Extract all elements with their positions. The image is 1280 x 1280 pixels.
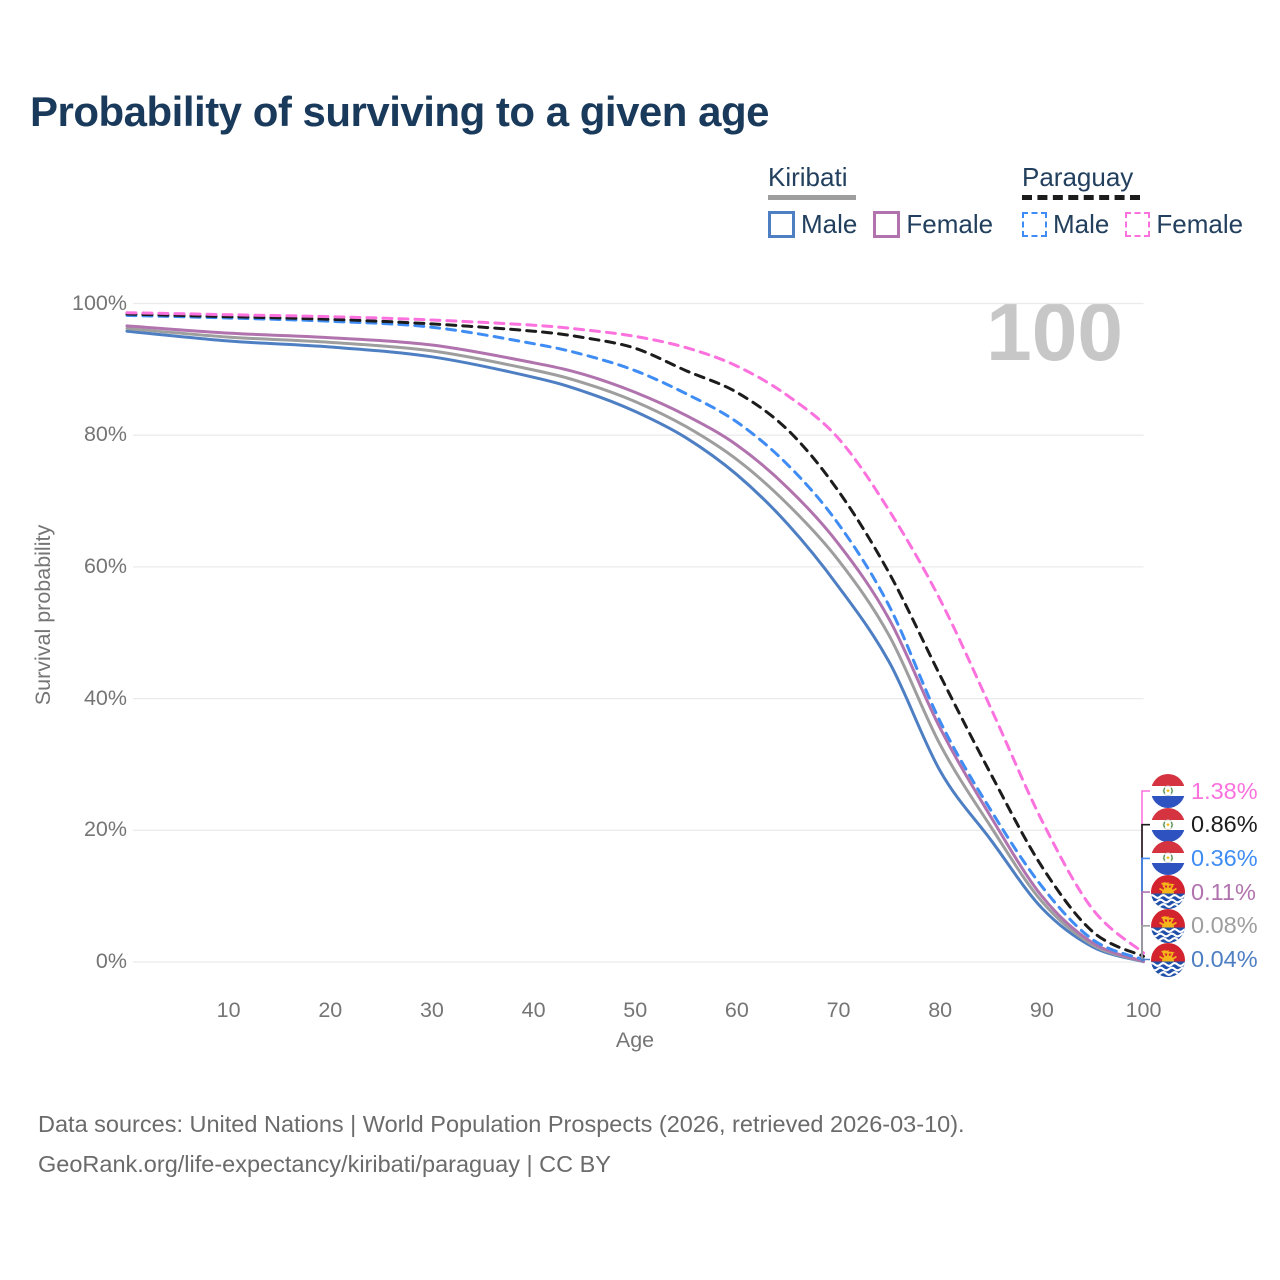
y-tick-label: 100%	[72, 290, 127, 315]
kiribati-flag-icon	[1151, 909, 1185, 943]
leader-line-kiribati-female	[1141, 891, 1150, 962]
x-tick-label: 20	[318, 998, 343, 1022]
paraguay-flag-icon	[1151, 841, 1185, 875]
series-line-kiribati-male	[125, 329, 1145, 964]
attribution-line: GeoRank.org/life-expectancy/kiribati/par…	[38, 1151, 611, 1178]
age-counter-watermark: 100	[986, 287, 1123, 378]
legend-country-label: Kiribati	[768, 162, 848, 192]
end-label-row-paraguay-female: 1.38%	[1151, 774, 1258, 808]
leader-line-paraguay-female	[1141, 790, 1150, 953]
series-line-paraguay-both-sexes	[125, 312, 1145, 958]
series-line-kiribati-both-sexes	[125, 327, 1145, 963]
kiribati-female-swatch	[873, 210, 901, 238]
legend-group-kiribati: Kiribati Male Female	[768, 163, 1009, 240]
end-value-label: 0.86%	[1191, 811, 1258, 838]
end-label-row-kiribati-both-sexes: 0.08%	[1151, 909, 1258, 943]
end-label-row-kiribati-male: 0.04%	[1151, 943, 1258, 977]
legend-country-label: Paraguay	[1022, 162, 1134, 192]
legend-item-kiribati-female[interactable]: Female	[873, 209, 993, 240]
series-line-kiribati-female	[125, 324, 1145, 963]
kiribati-flag-icon	[1151, 943, 1185, 977]
leader-line-kiribati-both-sexes	[1141, 925, 1150, 962]
leader-line-kiribati-male	[1141, 958, 1150, 962]
end-value-label: 0.08%	[1191, 912, 1258, 939]
end-value-label: 0.11%	[1191, 878, 1256, 905]
paraguay-flag-icon	[1151, 774, 1185, 808]
y-tick-label: 80%	[83, 422, 127, 447]
legend-group-paraguay: Paraguay Male Female	[1022, 163, 1259, 240]
x-tick-label: 100	[1125, 998, 1162, 1022]
x-tick-label: 70	[826, 998, 851, 1022]
x-tick-label: 90	[1029, 998, 1054, 1022]
page-title: Probability of surviving to a given age	[30, 88, 769, 135]
x-tick-label: 30	[419, 998, 444, 1022]
kiribati-flag-icon	[1151, 875, 1185, 909]
y-tick-label: 60%	[83, 553, 127, 578]
legend-item-paraguay-female[interactable]: Female	[1125, 209, 1243, 240]
legend-item-label: Male	[801, 208, 858, 239]
end-label-row-kiribati-female: 0.11%	[1151, 875, 1256, 909]
end-value-label: 1.38%	[1191, 777, 1258, 804]
x-tick-label: 60	[724, 998, 749, 1022]
leader-line-paraguay-male	[1141, 857, 1150, 960]
end-value-label: 0.04%	[1191, 946, 1258, 972]
paraguay-linestyle-swatch	[1022, 194, 1140, 200]
data-sources-line: Data sources: United Nations | World Pop…	[38, 1111, 965, 1137]
legend-item-paraguay-male[interactable]: Male	[1022, 209, 1109, 240]
leader-line-paraguay-both-sexes	[1141, 823, 1150, 957]
y-tick-label: 20%	[83, 817, 127, 842]
series-line-paraguay-male	[125, 313, 1145, 962]
x-axis-title: Age	[615, 1028, 655, 1052]
end-value-label: 0.36%	[1191, 844, 1258, 871]
footer: Data sources: United Nations | World Pop…	[38, 1104, 965, 1185]
y-tick-label: 0%	[95, 949, 127, 973]
x-tick-label: 10	[216, 998, 241, 1022]
end-label-row-paraguay-male: 0.36%	[1151, 841, 1258, 875]
legend-item-label: Female	[1156, 208, 1244, 239]
x-tick-label: 80	[928, 998, 953, 1022]
end-label-row-paraguay-both-sexes: 0.86%	[1151, 808, 1258, 842]
legend-item-label: Female	[906, 208, 994, 239]
x-tick-label: 40	[521, 998, 546, 1022]
paraguay-female-swatch	[1125, 211, 1151, 237]
legend-item-kiribati-male[interactable]: Male	[768, 209, 857, 240]
legend-item-label: Male	[1053, 208, 1110, 239]
series-line-paraguay-female	[125, 311, 1145, 955]
paraguay-flag-icon	[1151, 808, 1185, 842]
kiribati-linestyle-swatch	[768, 194, 856, 200]
y-tick-label: 40%	[83, 685, 127, 710]
paraguay-male-swatch	[1022, 211, 1047, 237]
kiribati-male-swatch	[768, 210, 795, 238]
x-tick-label: 50	[623, 998, 648, 1022]
